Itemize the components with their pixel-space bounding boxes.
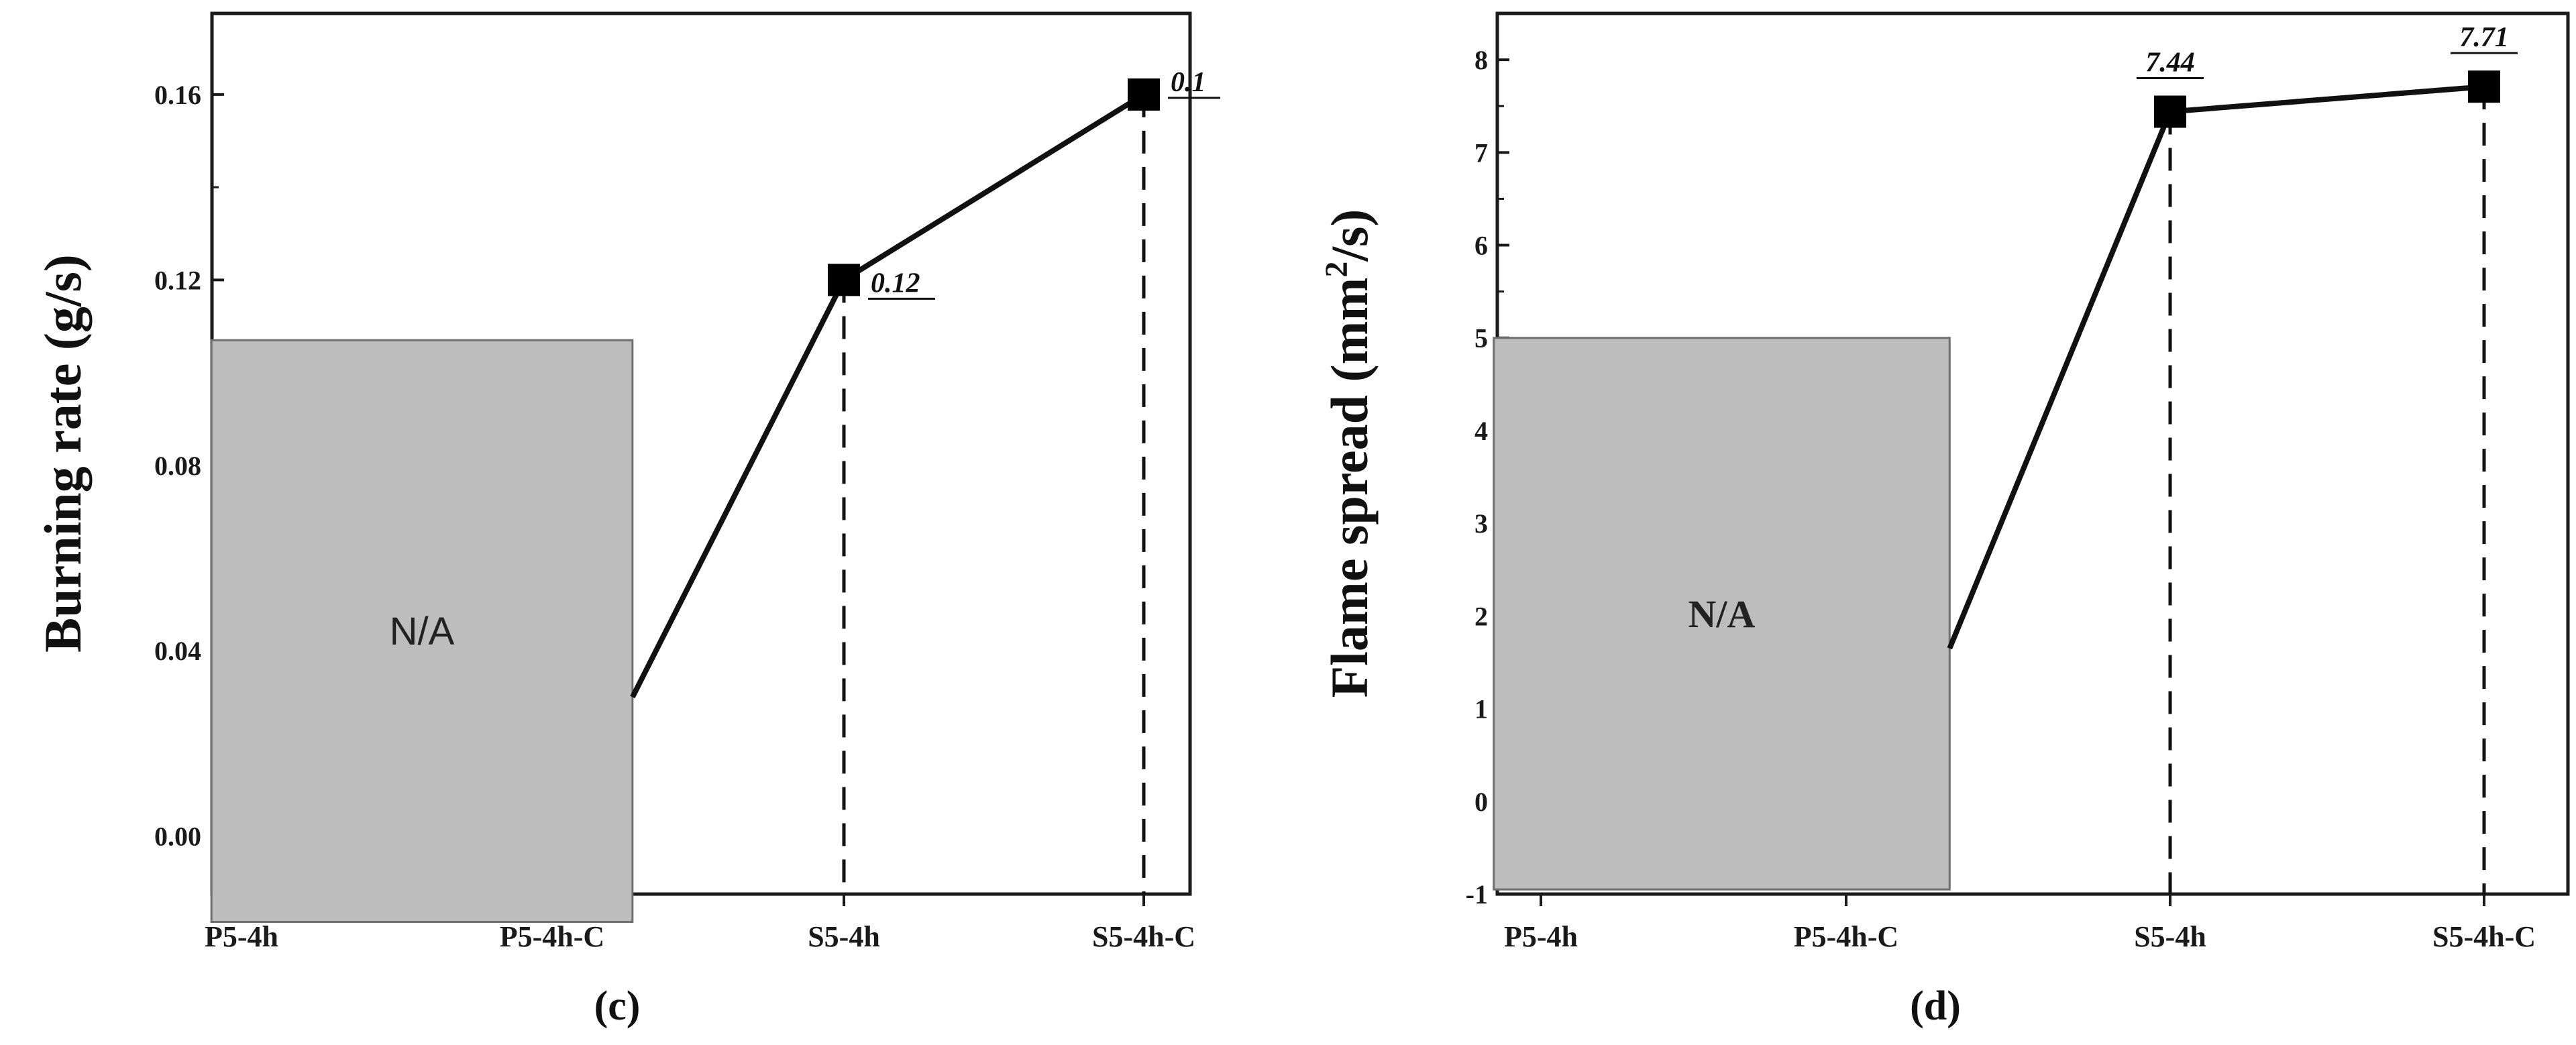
y-axis-label-text: Burning rate (g/s): [34, 254, 92, 653]
y-tick-label: 3: [1474, 508, 1488, 539]
data-point-marker: [2468, 70, 2500, 103]
y-axis-label-superscript: 2: [1319, 262, 1354, 278]
x-tick-label: P5-4h: [205, 920, 278, 953]
y-tick-label: 0: [1474, 787, 1488, 817]
data-point-marker: [828, 264, 860, 296]
data-label: 7.71: [2459, 22, 2509, 53]
panel-label: (d): [1910, 983, 1961, 1029]
na-box: [1493, 337, 1951, 891]
y-tick-label: 0.08: [154, 451, 201, 481]
x-tick-label: S5-4h: [2134, 920, 2206, 953]
chart-panel-c: 0.00 0.04 0.08 0.12 0.16 P5-4h P5-4h-C S5-4h S5-…: [34, 11, 1220, 1029]
y-tick-label: -1: [1466, 879, 1488, 910]
y-tick-label: 0.00: [154, 822, 201, 852]
x-tick-label: S5-4h-C: [1092, 920, 1195, 953]
y-tick-label: 2: [1474, 601, 1488, 631]
data-label: 7.44: [2145, 48, 2195, 78]
y-tick-label: 6: [1474, 231, 1488, 261]
na-label: N/A: [390, 610, 455, 653]
y-axis-label-tail: /s): [1320, 209, 1379, 262]
y-tick-label: 4: [1474, 416, 1488, 446]
y-tick-label: 7: [1474, 138, 1488, 168]
y-axis-label: Flame spread (mm2/s): [1319, 209, 1379, 698]
x-tick-label: S5-4h: [808, 920, 880, 953]
na-label: N/A: [1688, 592, 1756, 636]
series-line: [1947, 84, 2485, 650]
data-point-marker: [2154, 95, 2186, 128]
y-tick-label: 0.12: [154, 265, 201, 295]
y-tick-label: 0.04: [154, 636, 201, 666]
y-axis-label-text: Flame spread (mm: [1320, 278, 1379, 698]
panel-label: (c): [594, 983, 641, 1029]
y-axis-label: Burning rate (g/s): [34, 254, 92, 653]
chart-panel-d: -1 0 1 2 3 4 5 6 7 8 P5-4h P5-4h-C S5-4h S5-4h-C N/A 7.…: [1319, 11, 2570, 1029]
x-tick-label: P5-4h-C: [1794, 920, 1898, 953]
y-tick-label: 8: [1474, 45, 1488, 75]
x-tick-label: S5-4h-C: [2432, 920, 2536, 953]
y-tick-label: 0.16: [154, 80, 201, 110]
data-point-marker: [1128, 78, 1160, 111]
series-line: [630, 92, 1146, 699]
data-label: 0.12: [871, 268, 920, 298]
x-tick-label: P5-4h: [1504, 920, 1578, 953]
na-box: [210, 339, 634, 923]
y-tick-label: 1: [1474, 694, 1488, 724]
y-tick-label: 5: [1474, 323, 1488, 353]
x-tick-label: P5-4h-C: [500, 920, 604, 953]
data-label: 0.1: [1171, 67, 1206, 98]
